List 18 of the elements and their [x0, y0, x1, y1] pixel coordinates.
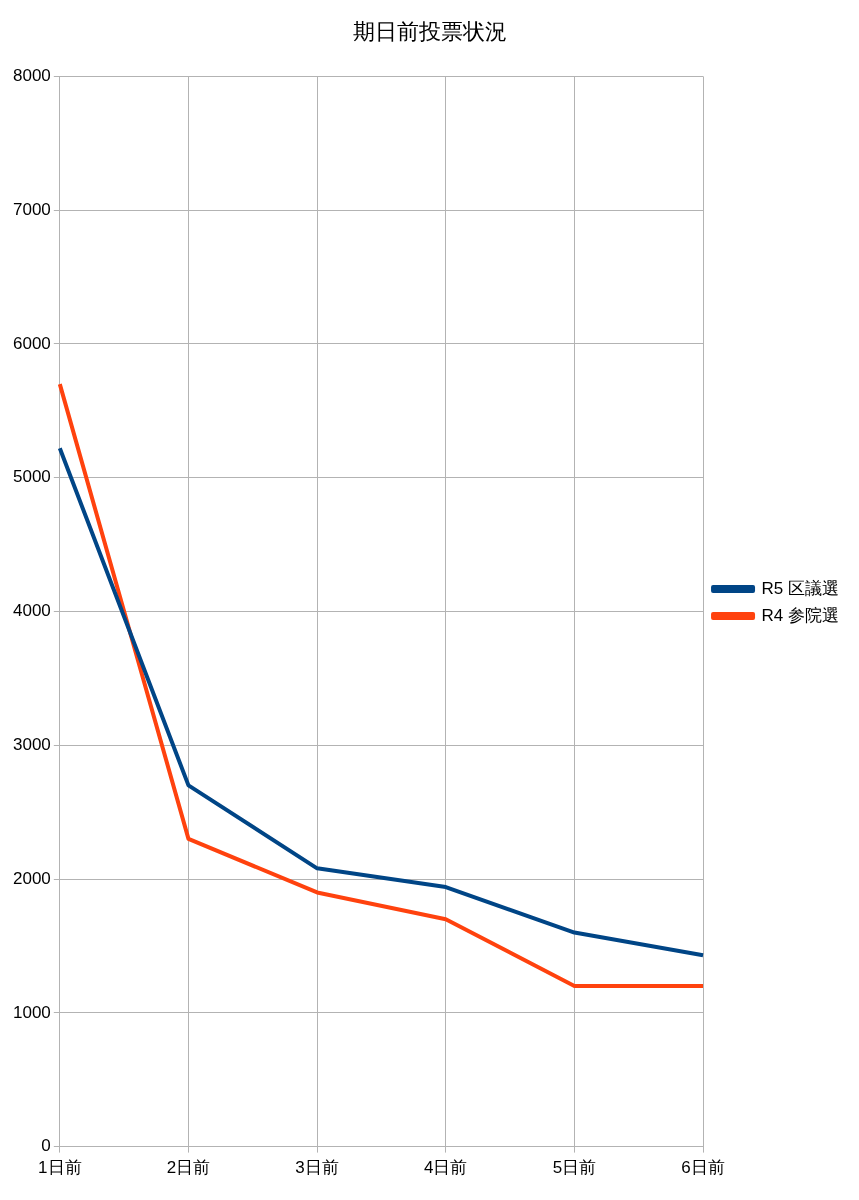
y-tick-label: 4000 — [12, 601, 51, 621]
y-tick-label: 1000 — [12, 1002, 51, 1022]
legend-label: R4 参院選 — [761, 605, 840, 625]
x-tick-label: 4日前 — [424, 1158, 468, 1178]
x-tick-label: 6日前 — [681, 1158, 725, 1178]
x-tick-label: 1日前 — [38, 1158, 82, 1178]
y-tick-label: 7000 — [12, 199, 51, 219]
y-tick-label: 0 — [41, 1136, 51, 1156]
y-tick-label: 3000 — [12, 734, 51, 754]
y-tick-label: 6000 — [12, 333, 51, 353]
x-tick-label: 5日前 — [552, 1158, 597, 1178]
y-tick-label: 2000 — [12, 868, 51, 888]
y-tick-label: 8000 — [12, 66, 51, 86]
legend-label: R5 区議選 — [761, 578, 840, 598]
y-tick-label: 5000 — [12, 467, 51, 487]
x-tick-label: 2日前 — [166, 1158, 211, 1178]
chart-title: 期日前投票状況 — [352, 19, 507, 45]
x-tick-label: 3日前 — [295, 1158, 339, 1178]
